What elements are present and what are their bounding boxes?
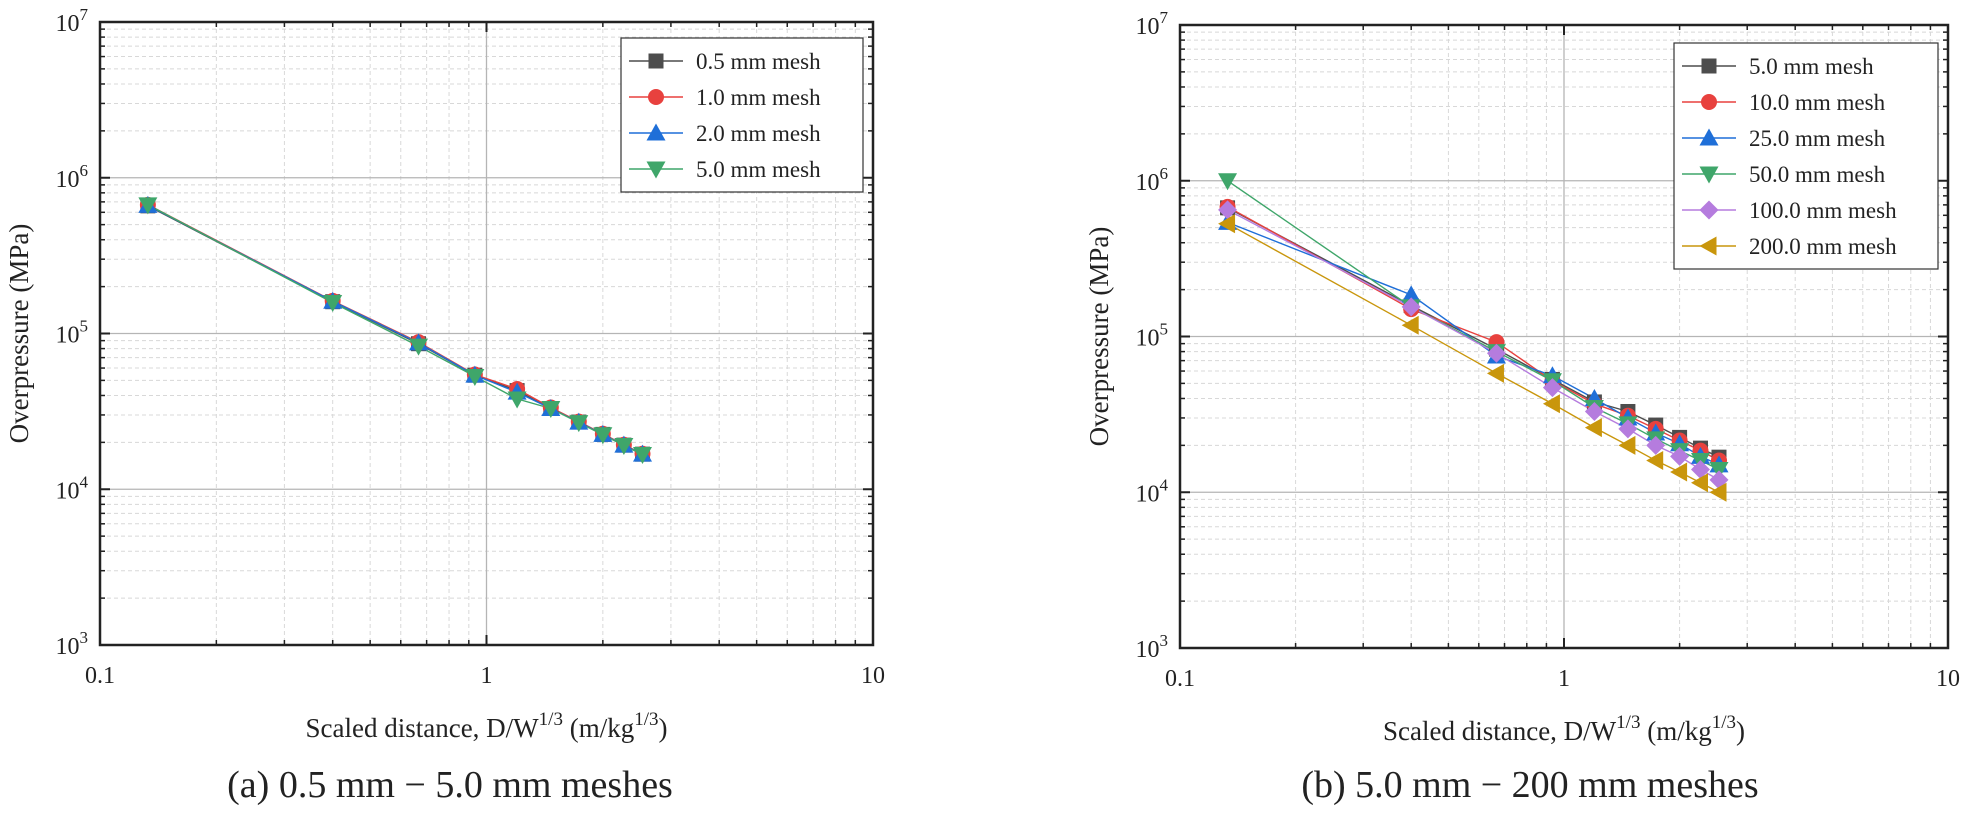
data-point: [1218, 173, 1238, 191]
legend-label: 5.0 mm mesh: [1749, 54, 1874, 79]
data-point: [614, 437, 634, 455]
data-point: [1646, 435, 1666, 455]
legend-marker: [1701, 58, 1717, 74]
data-point: [1709, 482, 1727, 502]
legend-marker: [646, 161, 666, 179]
data-point: [1618, 435, 1636, 455]
y-tick-label: 105: [1136, 320, 1169, 352]
series-line-0: [1227, 207, 1720, 458]
series-line-4: [1227, 209, 1720, 481]
y-tick-label: 103: [1136, 631, 1169, 663]
data-point: [507, 391, 527, 409]
data-point: [1218, 214, 1236, 234]
data-point: [1584, 401, 1604, 421]
data-point: [138, 197, 158, 215]
legend-marker: [1699, 236, 1717, 256]
data-point: [1618, 419, 1638, 439]
legend-marker: [1699, 128, 1719, 146]
data-point: [1486, 363, 1504, 383]
series-line-5: [1227, 223, 1720, 493]
y-tick-label: 106: [56, 161, 89, 193]
x-tick-label: 0.1: [1165, 666, 1195, 692]
data-point: [1584, 418, 1602, 438]
y-axis-title: Overpressure (MPa): [4, 224, 34, 444]
data-point: [465, 368, 485, 386]
data-point: [1690, 459, 1710, 479]
x-tick-label: 0.1: [85, 663, 115, 689]
panel-b: 0.1 1 10 103 104 105 106 107 5.0 mm mesh 10.0 mm …: [1084, 8, 1960, 806]
legend-marker: [648, 89, 664, 105]
legend-marker: [648, 53, 664, 69]
data-point: [1401, 315, 1419, 335]
legend-label: 200.0 mm mesh: [1749, 234, 1897, 259]
data-point: [1486, 343, 1506, 363]
legend-label: 0.5 mm mesh: [696, 49, 821, 74]
panel-caption: (a) 0.5 mm − 5.0 mm meshes: [227, 764, 673, 806]
y-tick-label: 104: [56, 472, 89, 504]
x-tick-label: 1: [481, 663, 493, 689]
legend-box: [1673, 42, 1939, 270]
x-tick-label: 10: [861, 663, 885, 689]
data-point: [1401, 297, 1421, 317]
data-point: [323, 295, 343, 313]
legend-label: 5.0 mm mesh: [696, 157, 821, 182]
panel-caption: (b) 5.0 mm − 200 mm meshes: [1301, 764, 1758, 806]
series-line-3: [1227, 180, 1720, 471]
legend-label: 10.0 mm mesh: [1749, 90, 1886, 115]
y-tick-label: 107: [1136, 8, 1169, 40]
data-point: [1401, 285, 1421, 303]
data-point: [593, 427, 613, 445]
y-tick-label: 104: [1136, 475, 1169, 507]
y-tick-label: 106: [1136, 164, 1169, 196]
legend-marker: [646, 123, 666, 141]
legend-label: 1.0 mm mesh: [696, 85, 821, 110]
x-tick-label: 1: [1558, 666, 1570, 692]
data-point: [409, 338, 429, 356]
x-axis-title: Scaled distance, D/W1/3 (m/kg1/3): [1383, 712, 1745, 746]
x-tick-label: 10: [1936, 666, 1960, 692]
panel-a: 0.1 1 10 103 104 105 106 107 0.5 mm mesh 1.0 mm m…: [4, 5, 885, 806]
x-axis-title: Scaled distance, D/W1/3 (m/kg1/3): [306, 709, 668, 743]
data-point: [1670, 446, 1690, 466]
legend-label: 25.0 mm mesh: [1749, 126, 1886, 151]
data-point: [633, 447, 653, 465]
data-point: [1690, 473, 1708, 493]
legend-label: 50.0 mm mesh: [1749, 162, 1886, 187]
data-point: [1542, 394, 1560, 414]
y-tick-label: 107: [56, 5, 89, 37]
legend-marker: [1701, 94, 1717, 110]
legend-marker: [1699, 200, 1719, 220]
y-tick-label: 103: [56, 628, 89, 660]
y-tick-label: 105: [56, 317, 89, 349]
data-point: [541, 400, 561, 418]
series-line-2: [1227, 221, 1720, 466]
data-point: [1218, 200, 1238, 220]
y-axis-title: Overpressure (MPa): [1084, 227, 1114, 447]
legend-label: 100.0 mm mesh: [1749, 198, 1897, 223]
data-point: [569, 415, 589, 433]
legend-label: 2.0 mm mesh: [696, 121, 821, 146]
data-point: [1670, 462, 1688, 482]
data-point: [1542, 378, 1562, 398]
legend-marker: [1699, 166, 1719, 184]
series-line-3: [147, 204, 643, 456]
data-point: [1646, 450, 1664, 470]
